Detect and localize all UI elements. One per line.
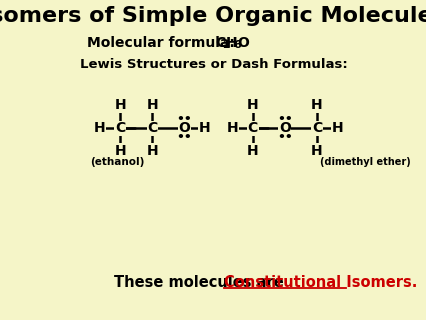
Text: 6: 6 xyxy=(233,40,241,50)
Text: C: C xyxy=(247,121,257,135)
Text: H: H xyxy=(146,144,158,158)
Text: ••: •• xyxy=(176,131,192,144)
Text: O: O xyxy=(278,121,290,135)
Text: ••: •• xyxy=(276,113,292,126)
Text: O: O xyxy=(178,121,190,135)
Text: H: H xyxy=(114,144,126,158)
Text: C: C xyxy=(147,121,157,135)
Text: (ethanol): (ethanol) xyxy=(89,156,144,167)
Text: (dimethyl ether): (dimethyl ether) xyxy=(319,156,410,167)
Text: Isomers of Simple Organic Molecules: Isomers of Simple Organic Molecules xyxy=(0,6,426,26)
Text: ••: •• xyxy=(176,113,192,126)
Text: H: H xyxy=(225,36,237,50)
Text: H: H xyxy=(114,99,126,112)
Text: Constitutional Isomers.: Constitutional Isomers. xyxy=(223,275,416,290)
Text: H: H xyxy=(246,99,258,112)
Text: H: H xyxy=(199,121,210,135)
Text: H: H xyxy=(246,144,258,158)
Text: Molecular formula:: Molecular formula: xyxy=(87,36,234,50)
Text: H: H xyxy=(226,121,238,135)
Text: C: C xyxy=(214,36,225,50)
Text: H: H xyxy=(331,121,343,135)
Text: H: H xyxy=(311,144,322,158)
Text: C: C xyxy=(311,121,321,135)
Text: O: O xyxy=(237,36,249,50)
Text: ••: •• xyxy=(276,131,292,144)
Text: These molecules are: These molecules are xyxy=(114,275,289,290)
Text: H: H xyxy=(94,121,106,135)
Text: H: H xyxy=(311,99,322,112)
Text: C: C xyxy=(115,121,125,135)
Text: 2: 2 xyxy=(221,40,229,50)
Text: H: H xyxy=(146,99,158,112)
Text: Lewis Structures or Dash Formulas:: Lewis Structures or Dash Formulas: xyxy=(79,58,347,71)
